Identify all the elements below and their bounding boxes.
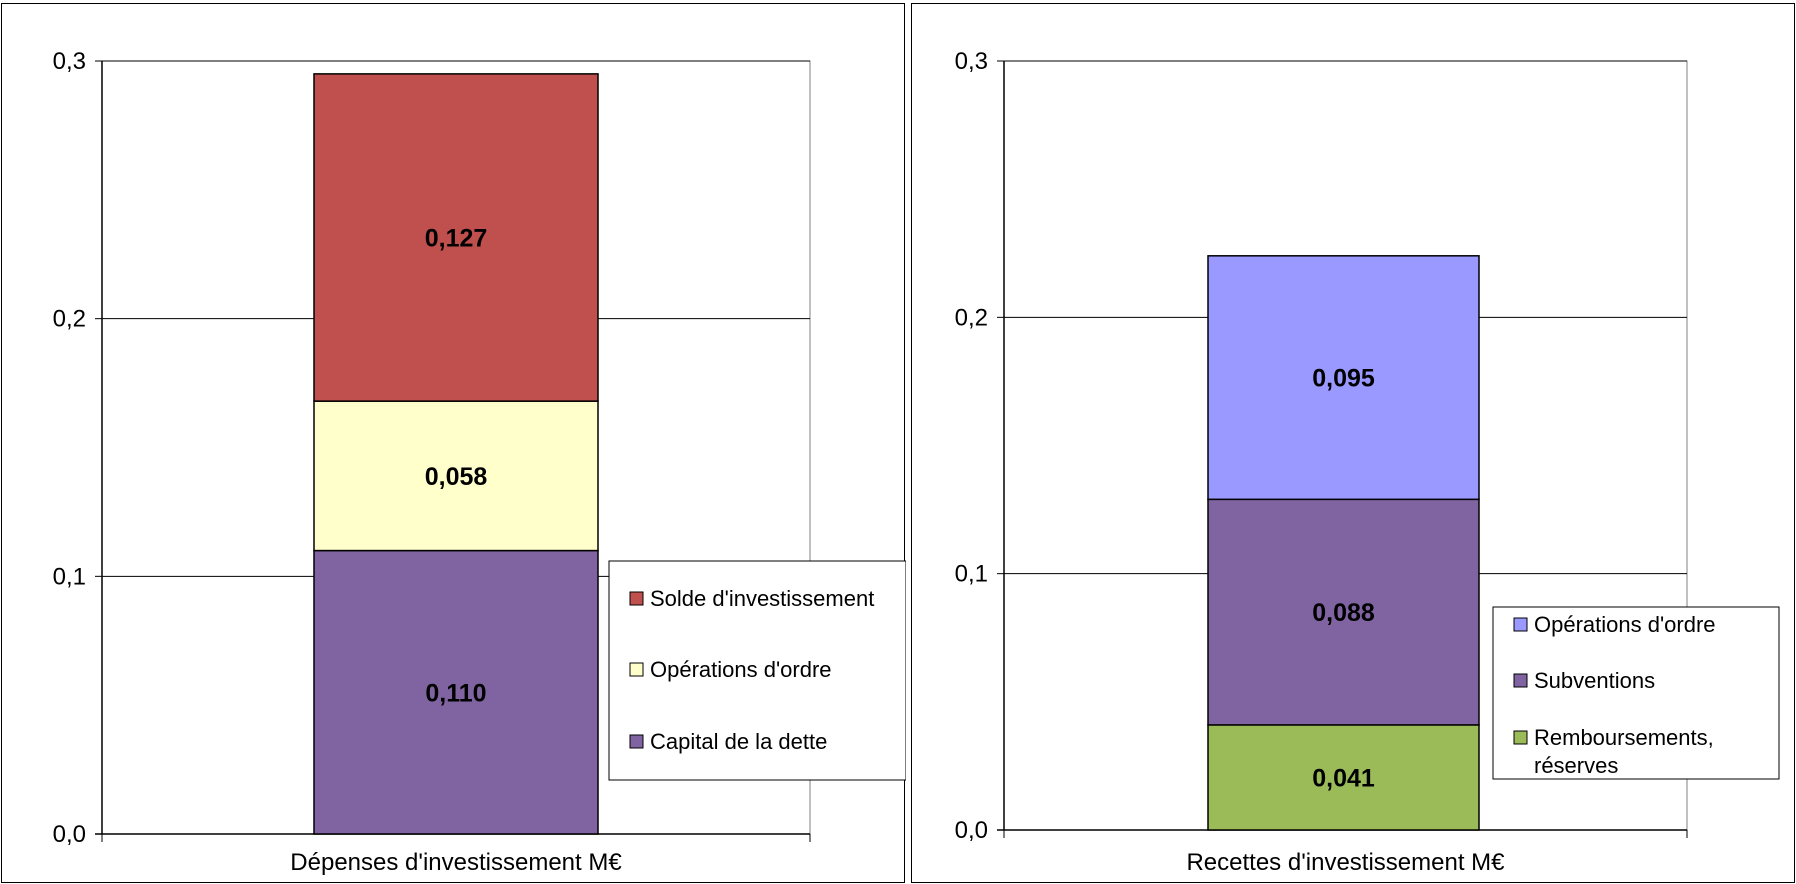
x-category-label: Dépenses d'investissement M€ [290, 849, 622, 876]
legend-swatch [629, 662, 644, 677]
data-label: 0,088 [1312, 599, 1375, 627]
bar-segment [1207, 255, 1480, 501]
legend-label: Capital de la dette [650, 729, 827, 754]
x-category-label: Recettes d'investissement M€ [1186, 849, 1505, 876]
legend-swatch [629, 734, 644, 749]
y-tick-label: 0,1 [53, 563, 86, 590]
legend-box [1492, 606, 1780, 780]
legend: Solde d'investissement Opérations d'ordre… [608, 560, 906, 781]
y-tick-label: 0,2 [53, 306, 86, 333]
chart-panel-recettes: 0,0 0,1 0,2 0,3 0,041 0,088 0,095 Recettes d'in… [911, 3, 1795, 883]
chart-panel-depenses: 0,0 0,1 0,2 0,3 0,110 0,058 0,127 Dépenses d'in… [1, 3, 906, 883]
bar-segment [313, 549, 599, 835]
legend-label: Subventions [1534, 668, 1655, 693]
y-tick-label: 0,0 [955, 817, 988, 844]
legend-label: Opérations d'ordre [650, 657, 832, 682]
bar-segment [313, 73, 599, 402]
data-label: 0,095 [1312, 365, 1375, 393]
legend-label: Opérations d'ordre [1534, 612, 1716, 637]
y-tick-label: 0,2 [955, 304, 988, 331]
bar-segment [1207, 498, 1480, 726]
bar-segment [313, 400, 599, 552]
legend-swatch [1513, 617, 1528, 632]
legend: Opérations d'ordre Subventions Rembourseme… [1492, 606, 1780, 780]
y-tick-label: 0,0 [53, 821, 86, 848]
bar-segment [1207, 724, 1480, 831]
data-label: 0,110 [425, 679, 486, 707]
y-tick-label: 0,1 [955, 561, 988, 588]
legend-label: Solde d'investissement [650, 586, 874, 611]
legend-swatch [1513, 730, 1528, 745]
chart-depenses: 0,0 0,1 0,2 0,3 0,110 0,058 0,127 Dépenses d'in… [53, 48, 906, 876]
legend-swatch [629, 591, 644, 606]
chart-recettes: 0,0 0,1 0,2 0,3 0,041 0,088 0,095 Recettes d'in… [955, 48, 1780, 876]
data-label: 0,058 [425, 463, 488, 491]
legend-swatch [1513, 673, 1528, 688]
legend-box [608, 560, 906, 781]
y-tick-label: 0,3 [53, 48, 86, 75]
legend-label: Remboursements, réserves [1534, 725, 1714, 778]
data-label: 0,127 [425, 225, 488, 253]
y-tick-label: 0,3 [955, 48, 988, 75]
data-label: 0,041 [1312, 764, 1375, 792]
